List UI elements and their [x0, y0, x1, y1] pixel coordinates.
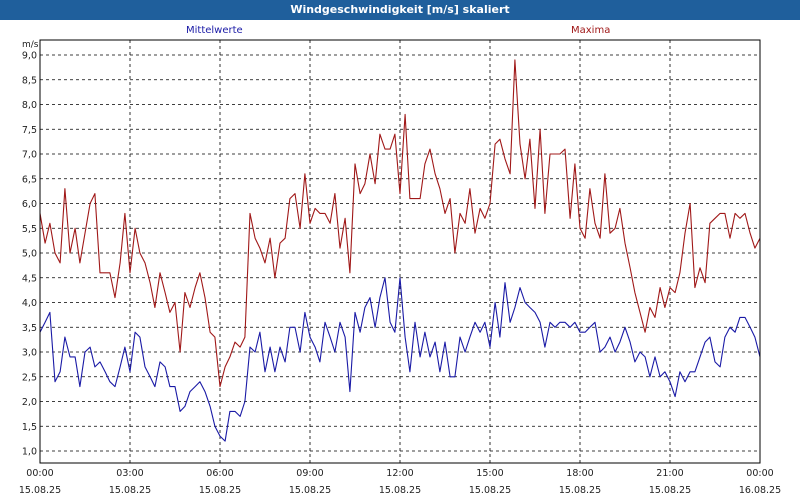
- y-tick-label: 5,0: [22, 249, 37, 260]
- y-unit-label: m/s: [22, 40, 39, 50]
- y-tick-label: 3,0: [22, 348, 37, 359]
- x-tick-date-label: 15.08.25: [199, 485, 241, 496]
- x-tick-time-label: 15:00: [476, 468, 503, 479]
- y-tick-label: 1,0: [22, 447, 37, 458]
- y-tick-label: 4,0: [22, 298, 37, 309]
- y-tick-label: 7,5: [22, 125, 37, 136]
- x-tick-time-label: 00:00: [26, 468, 53, 479]
- y-tick-label: 7,0: [22, 150, 37, 161]
- y-tick-label: 4,5: [22, 273, 37, 284]
- x-tick-time-label: 06:00: [206, 468, 233, 479]
- x-tick-date-label: 15.08.25: [19, 485, 61, 496]
- x-tick-date-label: 15.08.25: [469, 485, 511, 496]
- y-tick-label: 5,5: [22, 224, 37, 235]
- x-tick-date-label: 15.08.25: [109, 485, 151, 496]
- x-tick-time-label: 00:00: [746, 468, 773, 479]
- y-tick-label: 3,5: [22, 323, 37, 334]
- window-title: Windgeschwindigkeit [m/s] skaliert: [0, 0, 800, 20]
- x-tick-time-label: 03:00: [116, 468, 143, 479]
- series-line-maxima: [39, 59, 761, 388]
- x-tick-date-label: 15.08.25: [649, 485, 691, 496]
- x-tick-time-label: 18:00: [566, 468, 593, 479]
- line-chart: 1,0 1,5 2,0 2,5 3,0 3,5 4,0 4,5 5,0 5,5 6,0 6,5 7,0 7…: [19, 39, 781, 496]
- legend-mean-label: Mittelwerte: [186, 25, 243, 36]
- y-tick-label: 1,5: [22, 422, 37, 433]
- y-tick-label: 6,5: [22, 174, 37, 185]
- grid-lines: [39, 40, 761, 463]
- axes: [39, 39, 761, 464]
- y-tick-label: 8,5: [22, 75, 37, 86]
- x-tick-time-label: 21:00: [656, 468, 683, 479]
- legend-max-label: Maxima: [571, 25, 611, 36]
- y-tick-label: 8,0: [22, 100, 37, 111]
- x-tick-time-label: 12:00: [386, 468, 413, 479]
- x-tick-time-label: 09:00: [296, 468, 323, 479]
- y-tick-label: 6,0: [22, 199, 37, 210]
- x-tick-date-label: 15.08.25: [289, 485, 331, 496]
- x-tick-date-label: 15.08.25: [379, 485, 421, 496]
- y-tick-label: 2,0: [22, 397, 37, 408]
- y-tick-label: 9,0: [22, 51, 37, 62]
- y-tick-label: 2,5: [22, 372, 37, 383]
- x-tick-date-label: 15.08.25: [559, 485, 601, 496]
- series-layer: [39, 59, 761, 442]
- x-tick-date-label: 16.08.25: [739, 485, 781, 496]
- plot-frame: [39, 39, 761, 464]
- y-tick-labels: 1,0 1,5 2,0 2,5 3,0 3,5 4,0 4,5 5,0 5,5 6,0 6,5 7,0 7…: [22, 51, 37, 458]
- series-line-mittelwerte: [39, 277, 761, 442]
- x-tick-labels: 00:00 15.08.25 03:00 15.08.25 06:00 15.08.25 0…: [19, 468, 781, 496]
